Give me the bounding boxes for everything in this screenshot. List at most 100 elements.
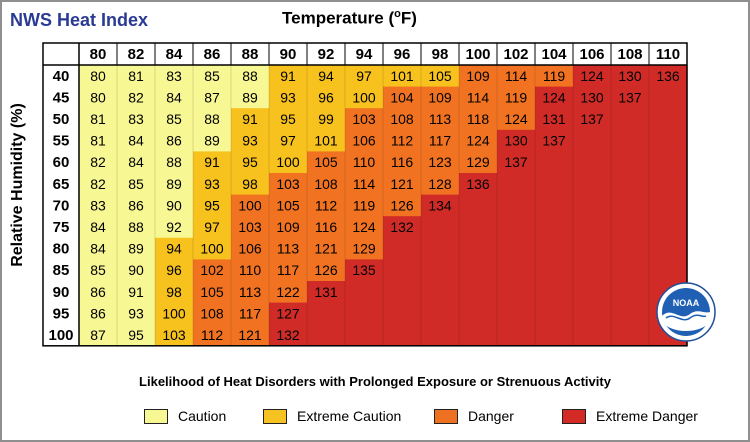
heat-cell: [269, 216, 308, 239]
x-axis-label: Temperature (oF): [282, 8, 417, 29]
heat-cell: [383, 129, 422, 152]
humidity-tick-label: 60: [53, 154, 70, 171]
heat-index-value: 100: [276, 154, 300, 170]
heat-index-value: 93: [128, 305, 144, 321]
heat-cell: [231, 216, 270, 239]
heat-cell: [193, 259, 232, 282]
heat-cell: [649, 86, 688, 109]
temperature-tick-label: 106: [579, 46, 604, 63]
heat-cell: [117, 65, 156, 88]
heat-cell: [383, 324, 422, 347]
heat-cell: [611, 302, 650, 325]
heat-cell: [497, 324, 536, 347]
heat-index-value: 127: [276, 305, 300, 321]
heat-cell: [231, 173, 270, 196]
legend: Caution Extreme Caution Danger Extreme D…: [0, 404, 750, 428]
heat-cell: [383, 65, 422, 88]
heat-cell: [497, 237, 536, 260]
heat-cell: [193, 151, 232, 174]
temperature-tick-label: 108: [617, 46, 642, 63]
heat-cell: [573, 237, 612, 260]
heat-cell: [193, 216, 232, 239]
heat-cell: [535, 108, 574, 131]
heat-cell: [459, 65, 498, 88]
heat-cell: [193, 173, 232, 196]
heat-cell: [117, 86, 156, 109]
heat-cell: [497, 151, 536, 174]
heat-index-value: 130: [580, 89, 604, 105]
heat-cell: [459, 194, 498, 217]
heat-cell: [193, 86, 232, 109]
heat-cell: [117, 324, 156, 347]
heat-cell: [117, 108, 156, 131]
heat-index-value: 117: [429, 133, 452, 149]
heat-cell: [345, 151, 384, 174]
heat-index-value: 109: [466, 68, 490, 84]
heat-cell: [535, 237, 574, 260]
heat-index-value: 106: [352, 133, 376, 149]
heat-index-value: 93: [242, 133, 258, 149]
heat-index-value: 93: [280, 89, 296, 105]
heat-cell: [459, 129, 498, 152]
legend-swatch-extreme-danger: [562, 408, 586, 424]
heat-cell: [573, 324, 612, 347]
x-axis-label-text: Temperature (: [282, 8, 395, 28]
heat-cell: [649, 173, 688, 196]
heat-cell: [649, 237, 688, 260]
legend-swatch-caution: [144, 408, 168, 424]
heat-cell: [307, 324, 346, 347]
heat-index-value: 132: [390, 219, 414, 235]
heat-cell: [611, 173, 650, 196]
legend-item-extreme-danger: Extreme Danger: [562, 404, 698, 428]
heat-cell: [193, 237, 232, 260]
heat-cell: [649, 65, 688, 88]
heat-index-value: 91: [204, 154, 220, 170]
heat-cell: [269, 302, 308, 325]
humidity-tick-label: 40: [53, 68, 70, 85]
heat-index-value: 104: [390, 89, 414, 105]
heat-index-value: 121: [390, 176, 414, 192]
heat-index-value: 88: [242, 68, 258, 84]
heat-cell: [421, 259, 460, 282]
heat-cell: [383, 108, 422, 131]
heat-index-value: 95: [128, 327, 144, 343]
legend-item-extreme-caution: Extreme Caution: [263, 404, 401, 428]
heat-index-value: 129: [466, 154, 490, 170]
heat-cell: [345, 65, 384, 88]
legend-label-caution: Caution: [178, 408, 227, 424]
humidity-tick-label: 70: [53, 197, 70, 214]
heat-cell: [345, 173, 384, 196]
heat-index-value: 91: [280, 68, 296, 84]
heat-cell: [79, 259, 118, 282]
heat-index-value: 86: [90, 284, 106, 300]
heat-index-value: 128: [428, 176, 452, 192]
heat-index-value: 131: [542, 111, 566, 127]
heat-cell: [307, 129, 346, 152]
heat-cell: [459, 86, 498, 109]
heat-index-value: 130: [618, 68, 642, 84]
heat-cell: [649, 216, 688, 239]
heat-cell: [535, 151, 574, 174]
legend-swatch-danger: [434, 408, 458, 424]
heat-index-value: 86: [90, 305, 106, 321]
heat-cell: [383, 259, 422, 282]
heat-index-value: 131: [314, 284, 338, 300]
heat-index-value: 103: [352, 111, 376, 127]
heat-index-value: 101: [390, 68, 414, 84]
heat-cell: [421, 237, 460, 260]
heat-index-value: 99: [318, 111, 334, 127]
heat-index-value: 85: [204, 68, 220, 84]
heat-cell: [573, 173, 612, 196]
heat-cell: [611, 216, 650, 239]
temperature-tick-label: 98: [432, 46, 449, 63]
heat-index-value: 82: [90, 176, 106, 192]
heat-cell: [307, 237, 346, 260]
heat-cell: [307, 173, 346, 196]
heat-cell: [497, 302, 536, 325]
heat-cell: [79, 129, 118, 152]
heat-cell: [573, 65, 612, 88]
heat-cell: [383, 281, 422, 304]
heat-cell: [307, 108, 346, 131]
heat-cell: [79, 65, 118, 88]
heat-index-value: 112: [391, 133, 414, 149]
